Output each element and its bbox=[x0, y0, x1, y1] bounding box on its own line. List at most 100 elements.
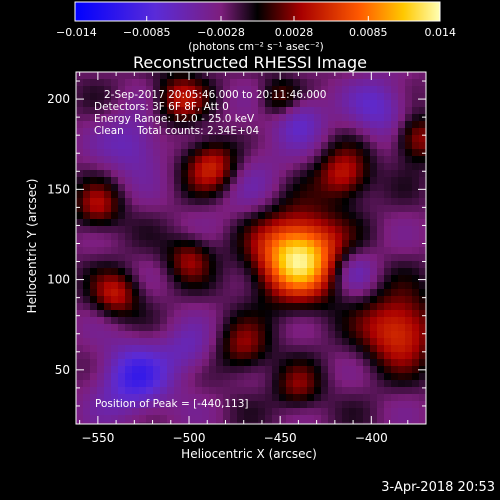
heatmap-cell bbox=[412, 261, 419, 268]
heatmap-cell bbox=[111, 205, 118, 212]
heatmap-cell bbox=[370, 219, 377, 226]
heatmap-cell bbox=[391, 387, 398, 394]
heatmap-cell bbox=[174, 394, 181, 401]
heatmap-cell bbox=[300, 226, 307, 233]
heatmap-cell bbox=[398, 128, 405, 135]
heatmap-cell bbox=[195, 254, 202, 261]
heatmap-cell bbox=[209, 261, 216, 268]
heatmap-cell bbox=[216, 205, 223, 212]
heatmap-cell bbox=[202, 254, 209, 261]
y-tick-label: 100 bbox=[47, 273, 70, 287]
heatmap-cell bbox=[412, 163, 419, 170]
heatmap-cell bbox=[363, 324, 370, 331]
heatmap-cell bbox=[90, 289, 97, 296]
heatmap-cell bbox=[97, 93, 104, 100]
heatmap-cell bbox=[209, 415, 216, 422]
heatmap-cell bbox=[76, 121, 83, 128]
heatmap-cell bbox=[419, 100, 426, 107]
heatmap-cell bbox=[314, 422, 321, 424]
heatmap-cell bbox=[363, 219, 370, 226]
heatmap-cell bbox=[181, 212, 188, 219]
heatmap-cell bbox=[216, 317, 223, 324]
heatmap-cell bbox=[230, 240, 237, 247]
heatmap-cell bbox=[90, 275, 97, 282]
heatmap-cell bbox=[293, 359, 300, 366]
heatmap-cell bbox=[237, 324, 244, 331]
heatmap-cell bbox=[97, 184, 104, 191]
heatmap-cell bbox=[419, 121, 426, 128]
heatmap-cell bbox=[405, 352, 412, 359]
heatmap-cell bbox=[265, 219, 272, 226]
heatmap-cell bbox=[265, 233, 272, 240]
heatmap-cell bbox=[286, 408, 293, 415]
heatmap-cell bbox=[251, 254, 258, 261]
heatmap-cell bbox=[188, 317, 195, 324]
heatmap-cell bbox=[90, 100, 97, 107]
heatmap-cell bbox=[321, 317, 328, 324]
heatmap-cell bbox=[174, 149, 181, 156]
heatmap-cell bbox=[132, 219, 139, 226]
heatmap-cell bbox=[251, 121, 258, 128]
heatmap-cell bbox=[118, 128, 125, 135]
heatmap-cell bbox=[111, 149, 118, 156]
heatmap-cell bbox=[181, 100, 188, 107]
heatmap-cell bbox=[391, 380, 398, 387]
heatmap-cell bbox=[356, 226, 363, 233]
heatmap-cell bbox=[132, 366, 139, 373]
heatmap-cell bbox=[132, 93, 139, 100]
heatmap-cell bbox=[328, 352, 335, 359]
heatmap-cell bbox=[384, 142, 391, 149]
heatmap-cell bbox=[286, 394, 293, 401]
heatmap-cell bbox=[237, 240, 244, 247]
heatmap-cell bbox=[97, 366, 104, 373]
heatmap-cell bbox=[209, 142, 216, 149]
heatmap-cell bbox=[111, 366, 118, 373]
heatmap-cell bbox=[195, 86, 202, 93]
heatmap-cell bbox=[405, 387, 412, 394]
heatmap-cell bbox=[104, 324, 111, 331]
heatmap-cell bbox=[209, 324, 216, 331]
heatmap-cell bbox=[230, 198, 237, 205]
heatmap-cell bbox=[160, 219, 167, 226]
heatmap-cell bbox=[356, 93, 363, 100]
heatmap-cell bbox=[216, 240, 223, 247]
heatmap-cell bbox=[356, 205, 363, 212]
heatmap-cell bbox=[111, 86, 118, 93]
heatmap-cell bbox=[412, 184, 419, 191]
heatmap-cell bbox=[83, 240, 90, 247]
heatmap-cell bbox=[202, 156, 209, 163]
heatmap-cell bbox=[181, 331, 188, 338]
heatmap-cell bbox=[251, 261, 258, 268]
heatmap-cell bbox=[237, 107, 244, 114]
heatmap-cell bbox=[335, 380, 342, 387]
heatmap-cell bbox=[370, 163, 377, 170]
heatmap-cell bbox=[321, 380, 328, 387]
heatmap-cell bbox=[398, 401, 405, 408]
heatmap-cell bbox=[272, 198, 279, 205]
heatmap-cell bbox=[160, 254, 167, 261]
heatmap-cell bbox=[139, 415, 146, 422]
heatmap-cell bbox=[118, 163, 125, 170]
heatmap-cell bbox=[111, 128, 118, 135]
heatmap-cell bbox=[279, 366, 286, 373]
heatmap-cell bbox=[216, 79, 223, 86]
heatmap-cell bbox=[83, 282, 90, 289]
heatmap-cell bbox=[363, 331, 370, 338]
heatmap-cell bbox=[272, 100, 279, 107]
heatmap-cell bbox=[251, 303, 258, 310]
heatmap-cell bbox=[76, 198, 83, 205]
heatmap-cell bbox=[223, 387, 230, 394]
heatmap-cell bbox=[370, 268, 377, 275]
heatmap-cell bbox=[251, 212, 258, 219]
heatmap-cell bbox=[363, 128, 370, 135]
heatmap-cell bbox=[349, 338, 356, 345]
heatmap-cell bbox=[216, 394, 223, 401]
heatmap-cell bbox=[370, 198, 377, 205]
heatmap-cell bbox=[139, 247, 146, 254]
heatmap-cell bbox=[349, 352, 356, 359]
heatmap-cell bbox=[230, 394, 237, 401]
heatmap-cell bbox=[181, 422, 188, 424]
heatmap-cell bbox=[398, 296, 405, 303]
heatmap-cell bbox=[118, 93, 125, 100]
heatmap-cell bbox=[125, 212, 132, 219]
